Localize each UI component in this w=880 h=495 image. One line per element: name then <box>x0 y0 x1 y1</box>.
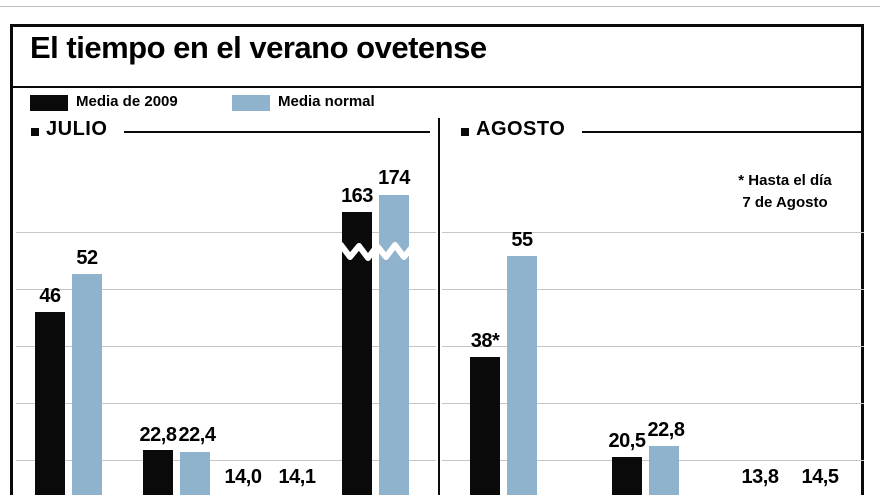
bar-agosto-g1-media-2009 <box>470 357 500 495</box>
footnote: * Hasta el día 7 de Agosto <box>700 170 870 214</box>
top-divider-line <box>0 6 880 7</box>
agosto-header-rule <box>582 131 862 133</box>
value-label: 38* <box>470 330 500 352</box>
value-label: 22,8 <box>139 424 177 446</box>
value-label: 22,8 <box>647 419 685 441</box>
bar-julio-g2-media-normal <box>180 452 210 495</box>
chart-frame <box>10 24 864 495</box>
gridline <box>16 346 436 347</box>
gridline <box>442 346 864 347</box>
value-label: 14,0 <box>224 466 262 488</box>
footnote-line1: * Hasta el día <box>738 172 832 189</box>
legend-label-media-normal: Media normal <box>278 93 375 110</box>
panel-divider <box>438 118 440 495</box>
value-label: 163 <box>341 185 373 207</box>
gridline <box>442 403 864 404</box>
legend-label-media-2009: Media de 2009 <box>76 93 178 110</box>
section-label-agosto: AGOSTO <box>476 118 566 140</box>
title-underline <box>13 86 864 88</box>
gridline <box>16 460 436 461</box>
chart-title: El tiempo en el verano ovetense <box>30 30 487 65</box>
section-label-julio: JULIO <box>46 118 108 140</box>
bar-agosto-g1-media-normal <box>507 256 537 495</box>
agosto-bullet-icon <box>461 128 469 136</box>
value-label: 14,1 <box>278 466 316 488</box>
legend-swatch-media-2009 <box>30 95 68 111</box>
value-label: 20,5 <box>608 430 646 452</box>
gridline <box>16 403 436 404</box>
bar-agosto-g2-media-normal <box>649 446 679 495</box>
value-label: 14,5 <box>801 466 839 488</box>
value-label: 52 <box>76 247 98 269</box>
value-label: 22,4 <box>178 424 216 446</box>
julio-bullet-icon <box>31 128 39 136</box>
value-label: 174 <box>378 167 410 189</box>
gridline <box>16 232 436 233</box>
legend-swatch-media-normal <box>232 95 270 111</box>
value-label: 46 <box>39 285 61 307</box>
bar-agosto-g2-media-2009 <box>612 457 642 495</box>
value-label: 13,8 <box>741 466 779 488</box>
gridline <box>16 289 436 290</box>
axis-break-icon <box>332 242 418 261</box>
julio-header-rule <box>124 131 430 133</box>
bar-julio-g1-media-normal <box>72 274 102 495</box>
bar-julio-g1-media-2009 <box>35 312 65 495</box>
bar-julio-g2-media-2009 <box>143 450 173 495</box>
footnote-line2: 7 de Agosto <box>742 194 828 211</box>
gridline <box>442 232 864 233</box>
value-label: 55 <box>511 229 533 251</box>
gridline <box>442 289 864 290</box>
